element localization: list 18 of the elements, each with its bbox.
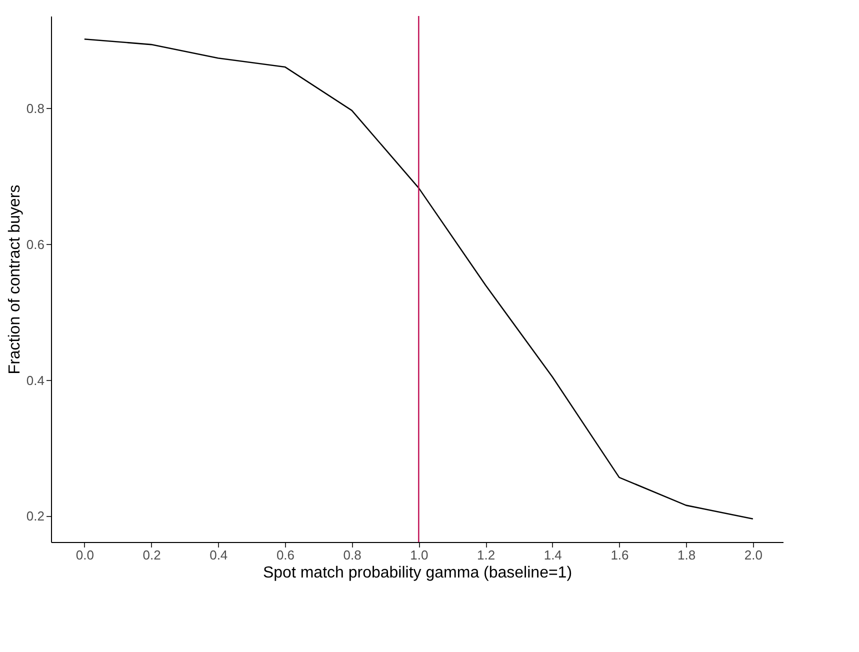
y-tick-label: 0.6: [26, 236, 44, 252]
x-tick-label: 0.0: [76, 548, 94, 562]
y-tick-label: 0.8: [26, 100, 44, 116]
x-tick-label: 0.2: [142, 548, 161, 562]
x-tick-label: 0.8: [343, 548, 362, 562]
x-tick-label: 1.0: [410, 548, 428, 562]
x-tick-label: 1.8: [678, 548, 696, 562]
x-tick-label: 0.4: [210, 548, 228, 562]
y-tick-label: 0.2: [26, 508, 44, 524]
x-tick-label: 1.2: [476, 548, 496, 562]
y-axis-title: Fraction of contract buyers: [6, 184, 24, 374]
x-tick-label: 2.0: [744, 548, 762, 562]
line-series: [84, 38, 754, 520]
x-tick-label: 0.6: [276, 548, 295, 562]
x-tick-label: 1.6: [610, 548, 629, 562]
x-axis-title: Spot match probability gamma (baseline=1): [262, 564, 572, 582]
x-tick-label: 1.4: [544, 548, 562, 562]
y-tick-label: 0.4: [26, 372, 44, 388]
